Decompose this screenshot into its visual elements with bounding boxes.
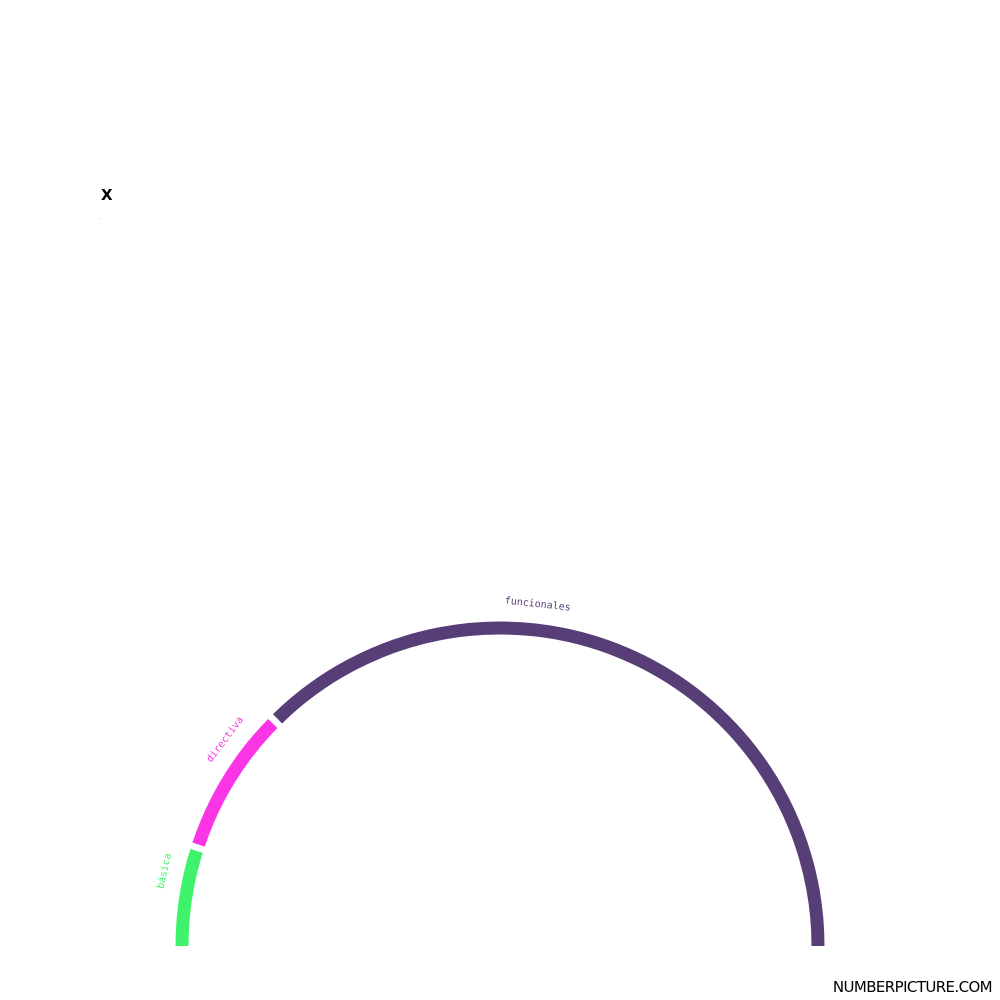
arc-segment-1	[175, 848, 203, 947]
arc-segment-2	[192, 718, 278, 847]
segment-label-3: funcionales	[504, 595, 571, 613]
chart-subtitle: .	[100, 215, 101, 220]
arc-segments	[175, 621, 825, 947]
chart-title: X	[101, 186, 113, 204]
arc-segment-3	[272, 621, 825, 947]
watermark: NUMBERPICTURE.COM	[832, 978, 993, 996]
segment-label-1: básica	[154, 852, 174, 890]
